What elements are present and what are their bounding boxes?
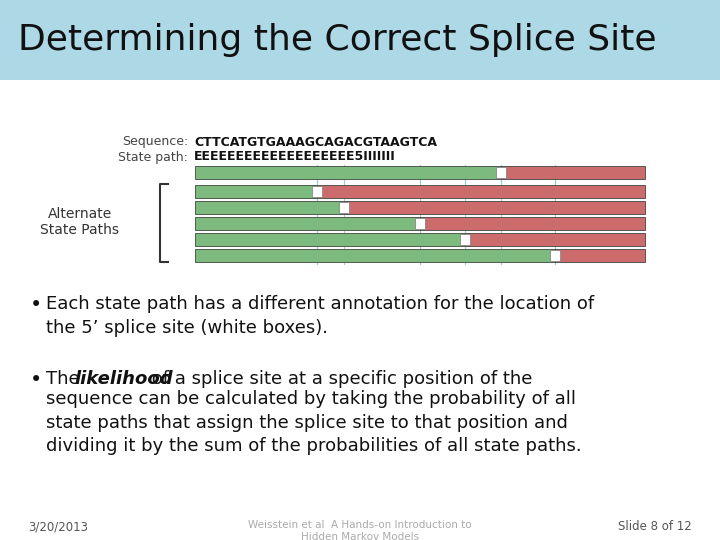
Bar: [195, 248, 555, 261]
Text: Each state path has a different annotation for the location of
the 5’ splice sit: Each state path has a different annotati…: [46, 295, 594, 336]
Bar: [501, 165, 645, 179]
Bar: [555, 248, 645, 261]
Text: •: •: [30, 370, 42, 390]
Bar: [195, 165, 501, 179]
Text: likelihood: likelihood: [74, 370, 173, 388]
Bar: [0, 0, 720, 80]
Text: Determining the Correct Splice Site: Determining the Correct Splice Site: [18, 23, 657, 57]
Text: sequence can be calculated by taking the probability of all
state paths that ass: sequence can be calculated by taking the…: [46, 390, 582, 455]
Text: The: The: [46, 370, 86, 388]
Text: Alternate: Alternate: [48, 207, 112, 221]
Bar: [195, 233, 465, 246]
Text: EEEEEEEEEEEEEEEEEEE5IIIIIII: EEEEEEEEEEEEEEEEEEE5IIIIIII: [194, 151, 396, 164]
Bar: [343, 200, 645, 213]
Bar: [317, 185, 645, 198]
Bar: [420, 217, 645, 230]
Text: 3/20/2013: 3/20/2013: [28, 520, 88, 533]
Text: Sequence:: Sequence:: [122, 136, 188, 148]
Bar: [338, 201, 348, 213]
Bar: [195, 217, 420, 230]
Bar: [312, 186, 322, 197]
Bar: [415, 218, 425, 228]
Bar: [460, 233, 470, 245]
Bar: [195, 185, 317, 198]
Bar: [550, 249, 560, 260]
Text: Weisstein et al  A Hands-on Introduction to
Hidden Markov Models: Weisstein et al A Hands-on Introduction …: [248, 520, 472, 540]
Text: •: •: [30, 295, 42, 315]
Text: State path:: State path:: [118, 151, 188, 164]
Text: Slide 8 of 12: Slide 8 of 12: [618, 520, 692, 533]
Text: CTTCATGTGAAAGCAGACGTAAGTCA: CTTCATGTGAAAGCAGACGTAAGTCA: [194, 136, 437, 148]
Bar: [195, 200, 343, 213]
Bar: [465, 233, 645, 246]
Text: of a splice site at a specific position of the: of a splice site at a specific position …: [146, 370, 532, 388]
Text: State Paths: State Paths: [40, 223, 120, 237]
Bar: [496, 166, 506, 178]
